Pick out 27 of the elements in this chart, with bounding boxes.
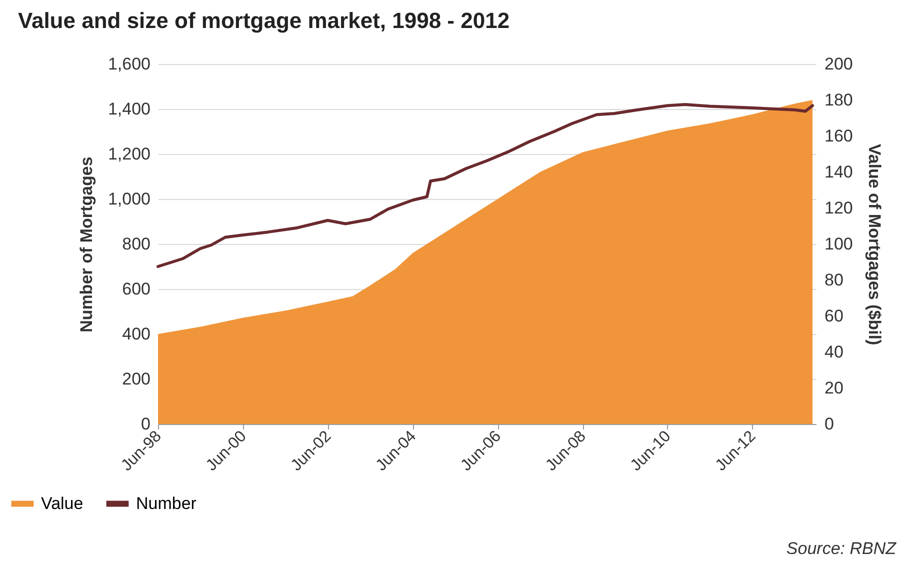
line-series (156, 103, 814, 268)
y-tick-label: 1,400 (108, 100, 150, 118)
y2-tick-label: 80 (824, 270, 844, 290)
y2-tick-label: 160 (824, 126, 853, 146)
y-tick-label: 200 (122, 370, 150, 388)
legend-label: Value (41, 494, 84, 513)
y-tick-label: 1,200 (108, 144, 150, 164)
y-axis-title: Number of Mortgages (76, 156, 96, 332)
y-tick-label: 600 (122, 280, 150, 298)
y-tick-label: 400 (122, 324, 150, 344)
y2-tick-label: 200 (824, 54, 853, 74)
y-tick-label: 1,600 (108, 54, 150, 74)
y-tick-label: 800 (122, 234, 150, 254)
y2-tick-label: 180 (824, 90, 853, 110)
y2-axis-title: Value of Mortgages ($bil) (864, 144, 884, 346)
y2-tick-label: 100 (824, 234, 853, 254)
legend-label: Number (136, 494, 197, 513)
y2-tick-label: 60 (824, 306, 844, 326)
chart-title: Value and size of mortgage market, 1998 - 2012 (18, 8, 510, 33)
y2-tick-label: 120 (824, 198, 853, 218)
y2-tick-label: 140 (824, 162, 853, 182)
y2-tick-label: 20 (824, 378, 844, 398)
y2-tick-label: 0 (824, 414, 834, 434)
source-note: Source: RBNZ (786, 539, 896, 559)
y2-tick-label: 40 (824, 342, 844, 362)
y-tick-label: 1,000 (108, 190, 150, 208)
y-tick-label: 0 (141, 414, 150, 434)
